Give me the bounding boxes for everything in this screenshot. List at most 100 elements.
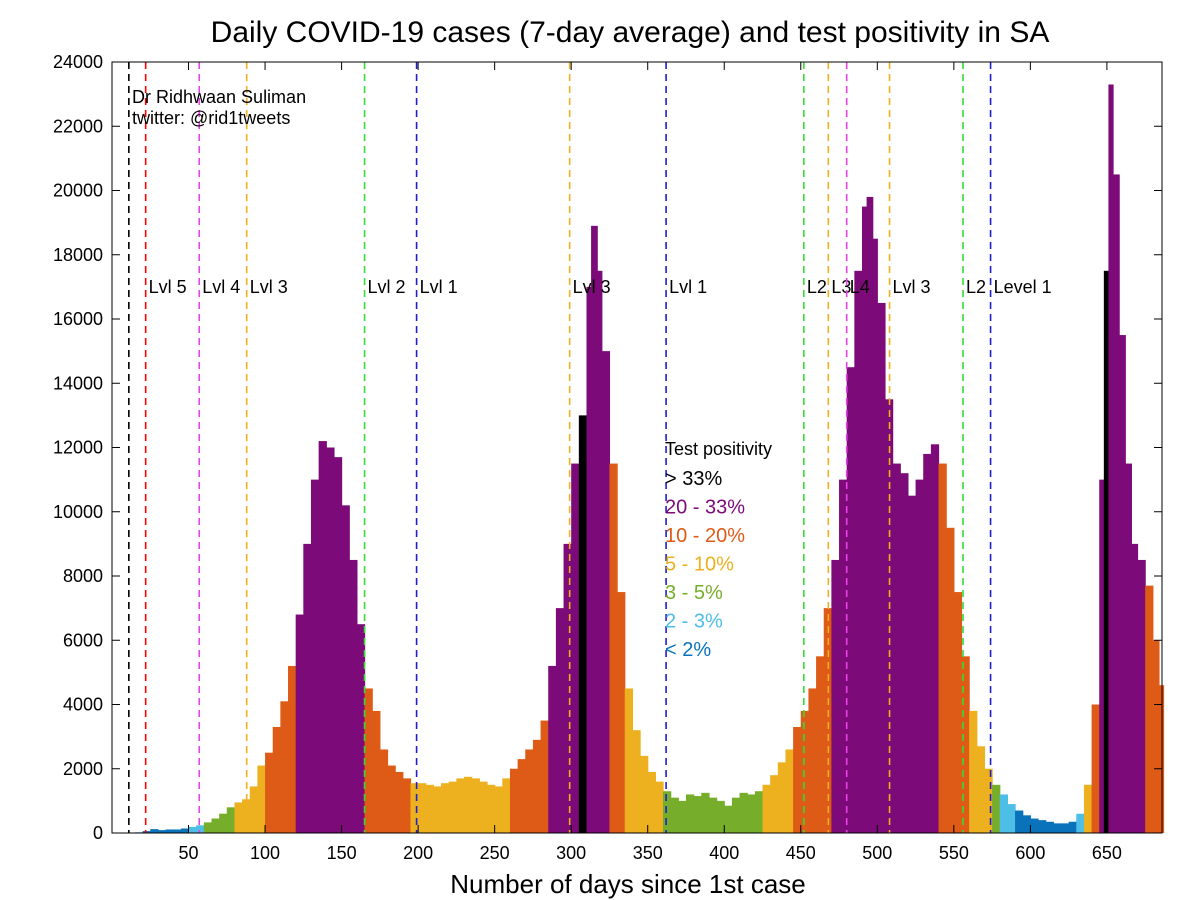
bar-day-80 <box>234 802 243 833</box>
y-tick-label-3: 6000 <box>63 630 103 650</box>
level-label-5: Lvl 1 <box>420 277 458 297</box>
bar-day-460 <box>816 656 825 833</box>
bar-day-350 <box>647 771 656 833</box>
bar-day-313 <box>591 225 598 833</box>
bar-day-640 <box>1091 704 1100 833</box>
bar-day-480 <box>846 367 855 833</box>
bar-day-510 <box>892 463 901 833</box>
y-tick-label-8: 16000 <box>53 309 103 329</box>
bar-day-235 <box>471 778 480 833</box>
bar-day-30 <box>157 830 167 833</box>
bar-day-220 <box>448 781 457 833</box>
x-tick-label-1: 100 <box>250 843 280 863</box>
bar-day-565 <box>976 746 986 833</box>
level-label-2: Lvl 4 <box>202 277 240 297</box>
bar-day-125 <box>303 543 312 833</box>
level-label-1: Lvl 5 <box>149 277 187 297</box>
bar-day-493 <box>866 196 874 834</box>
bar-day-615 <box>1053 823 1062 833</box>
bar-day-255 <box>502 778 511 833</box>
bar-day-555 <box>961 656 970 833</box>
bar-day-675 <box>1145 585 1154 833</box>
bar-day-535 <box>930 444 940 833</box>
x-tick-label-12: 650 <box>1092 843 1122 863</box>
level-label-4: Lvl 2 <box>368 277 406 297</box>
level-label-9: L3 <box>831 277 851 297</box>
x-tick-label-5: 300 <box>556 843 586 863</box>
bar-day-635 <box>1083 784 1093 833</box>
plot-frame <box>111 61 1163 834</box>
legend-entry-4: 3 - 5% <box>665 582 723 604</box>
bar-day-205 <box>425 784 435 833</box>
credit-author: Dr Ridhwaan Suliman <box>132 87 306 107</box>
bar-day-355 <box>655 781 664 833</box>
bar-day-395 <box>716 800 725 833</box>
bar-day-105 <box>272 726 281 833</box>
bar-day-530 <box>923 453 932 833</box>
credit-twitter: twitter: @rid1tweets <box>132 108 290 128</box>
bar-day-280 <box>540 720 549 833</box>
bar-day-385 <box>701 792 710 833</box>
bar-day-375 <box>685 794 695 833</box>
bar-day-90 <box>249 786 259 833</box>
legend-entry-1: 20 - 33% <box>665 497 745 519</box>
legend-entry-3: 5 - 10% <box>665 554 734 576</box>
bar-day-70 <box>219 813 228 833</box>
x-tick-label-11: 600 <box>1015 843 1045 863</box>
bar-day-520 <box>907 495 917 833</box>
bar-day-50 <box>188 826 197 833</box>
bars-group <box>134 84 1165 834</box>
y-tick-label-11: 22000 <box>53 116 103 136</box>
bar-day-470 <box>831 559 840 833</box>
bar-day-420 <box>754 791 764 833</box>
bar-day-610 <box>1045 821 1054 833</box>
axes-group: 50 100 150 200 250 300 350 400 450 500 550 600 650 0 2… <box>53 52 1162 863</box>
y-tick-label-6: 12000 <box>53 438 103 458</box>
bar-day-305 <box>578 415 588 833</box>
bar-day-335 <box>624 688 634 833</box>
bar-day-160 <box>356 624 366 833</box>
legend-entry-2: 10 - 20% <box>665 525 745 547</box>
bar-day-405 <box>731 797 741 833</box>
bar-day-545 <box>946 527 955 833</box>
bar-day-140 <box>326 447 335 833</box>
bar-day-475 <box>839 479 848 833</box>
x-tick-label-0: 50 <box>179 843 199 863</box>
bar-day-605 <box>1038 820 1047 833</box>
bar-day-585 <box>1007 804 1016 833</box>
bar-day-245 <box>487 784 496 833</box>
bar-day-317 <box>597 270 603 833</box>
bar-day-648 <box>1103 270 1110 833</box>
x-tick-label-3: 200 <box>403 843 433 863</box>
bar-day-95 <box>257 765 266 833</box>
bar-day-680 <box>1152 640 1160 833</box>
bar-day-497 <box>872 238 878 833</box>
bar-day-300 <box>571 463 580 833</box>
bar-day-440 <box>785 749 794 833</box>
bar-day-165 <box>364 688 373 833</box>
bar-day-575 <box>992 784 1001 833</box>
bar-day-415 <box>747 794 756 833</box>
bar-day-240 <box>479 781 488 833</box>
legend: Test positivity > 33% 20 - 33% 10 - 20% 5 - … <box>665 439 772 661</box>
x-tick-label-6: 350 <box>633 843 663 863</box>
bar-day-325 <box>609 463 618 833</box>
bar-day-370 <box>678 800 687 833</box>
bar-day-600 <box>1030 818 1039 833</box>
bar-day-230 <box>464 776 473 833</box>
bar-day-654 <box>1113 174 1120 833</box>
legend-title: Test positivity <box>665 439 772 459</box>
y-tick-label-0: 0 <box>93 823 103 843</box>
bar-day-490 <box>862 206 868 833</box>
bar-day-215 <box>441 783 450 833</box>
bar-day-658 <box>1119 335 1126 833</box>
bar-day-170 <box>372 710 381 833</box>
bar-day-450 <box>800 710 810 833</box>
bar-day-345 <box>640 755 649 833</box>
bar-day-55 <box>196 825 205 833</box>
bar-day-85 <box>242 799 251 833</box>
bar-day-525 <box>915 479 924 833</box>
bar-day-630 <box>1076 813 1085 833</box>
y-tick-label-10: 20000 <box>53 181 103 201</box>
